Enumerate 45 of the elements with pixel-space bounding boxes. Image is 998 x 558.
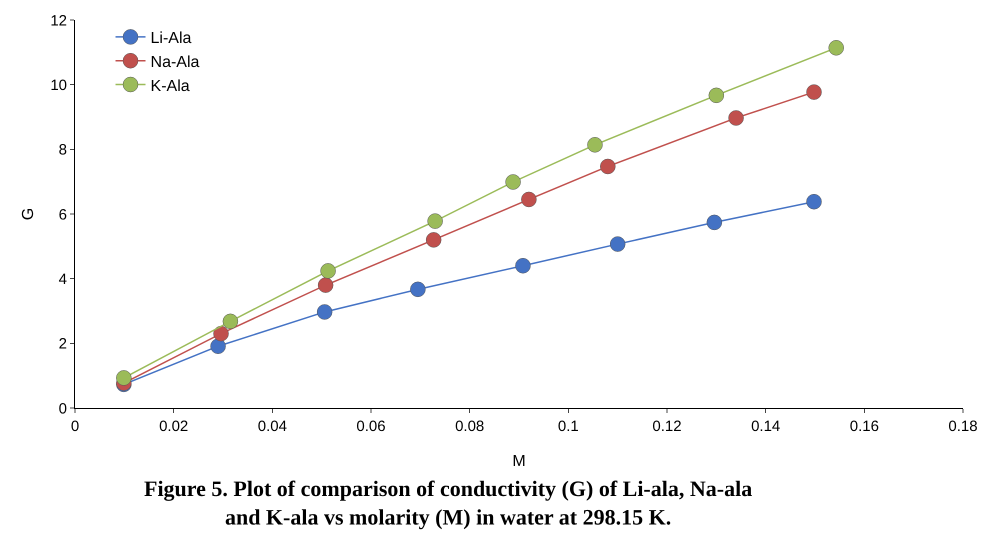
x-tick-label: 0.14 bbox=[751, 418, 780, 435]
y-axis-title: G bbox=[20, 208, 37, 220]
point bbox=[427, 213, 443, 229]
point bbox=[320, 263, 336, 279]
legend-label: K-Ala bbox=[150, 78, 190, 95]
y-tick-label: 2 bbox=[58, 336, 67, 353]
x-tick-label: 0.1 bbox=[558, 418, 579, 435]
point bbox=[706, 214, 722, 230]
point bbox=[116, 370, 132, 386]
point bbox=[505, 174, 521, 190]
x-tick-label: 0.18 bbox=[948, 418, 978, 435]
point bbox=[213, 326, 229, 342]
point bbox=[728, 110, 744, 126]
point bbox=[708, 88, 724, 104]
x-tick-label: 0.16 bbox=[850, 418, 879, 435]
point bbox=[610, 236, 626, 252]
y-tick-label: 0 bbox=[58, 400, 67, 418]
x-tick-label: 0.04 bbox=[258, 418, 287, 435]
x-tick-label: 0.02 bbox=[159, 418, 188, 435]
point bbox=[600, 158, 616, 174]
y-tick-label: 6 bbox=[58, 206, 67, 224]
legend-label: Li-Ala bbox=[150, 30, 192, 48]
x-axis-title: M bbox=[512, 453, 526, 470]
point bbox=[316, 304, 332, 320]
x-tick-label: 0.06 bbox=[356, 418, 386, 435]
point bbox=[515, 258, 531, 274]
point bbox=[318, 277, 334, 293]
point bbox=[410, 282, 426, 298]
x-tick-label: 0.08 bbox=[455, 418, 484, 435]
point bbox=[806, 194, 822, 210]
y-tick-label: 8 bbox=[58, 142, 67, 159]
point bbox=[521, 192, 537, 208]
caption: Figure 5. Plot of comparison of conductivity (G) of Li-ala, Na-ala and K-ala vs molarity (M) in water at 298.15 K. bbox=[144, 476, 752, 530]
y-tick-label: 4 bbox=[58, 270, 67, 288]
x-tick-label: 0.12 bbox=[652, 418, 682, 435]
y-tick-label: 12 bbox=[50, 12, 67, 30]
point bbox=[426, 232, 442, 248]
point bbox=[806, 84, 822, 100]
point bbox=[587, 137, 603, 153]
legend-label: Na-Ala bbox=[150, 54, 200, 71]
y-tick-label: 10 bbox=[50, 76, 67, 94]
point bbox=[222, 314, 238, 330]
point bbox=[828, 40, 844, 56]
x-tick-label: 0 bbox=[70, 418, 80, 435]
point bbox=[210, 338, 226, 354]
